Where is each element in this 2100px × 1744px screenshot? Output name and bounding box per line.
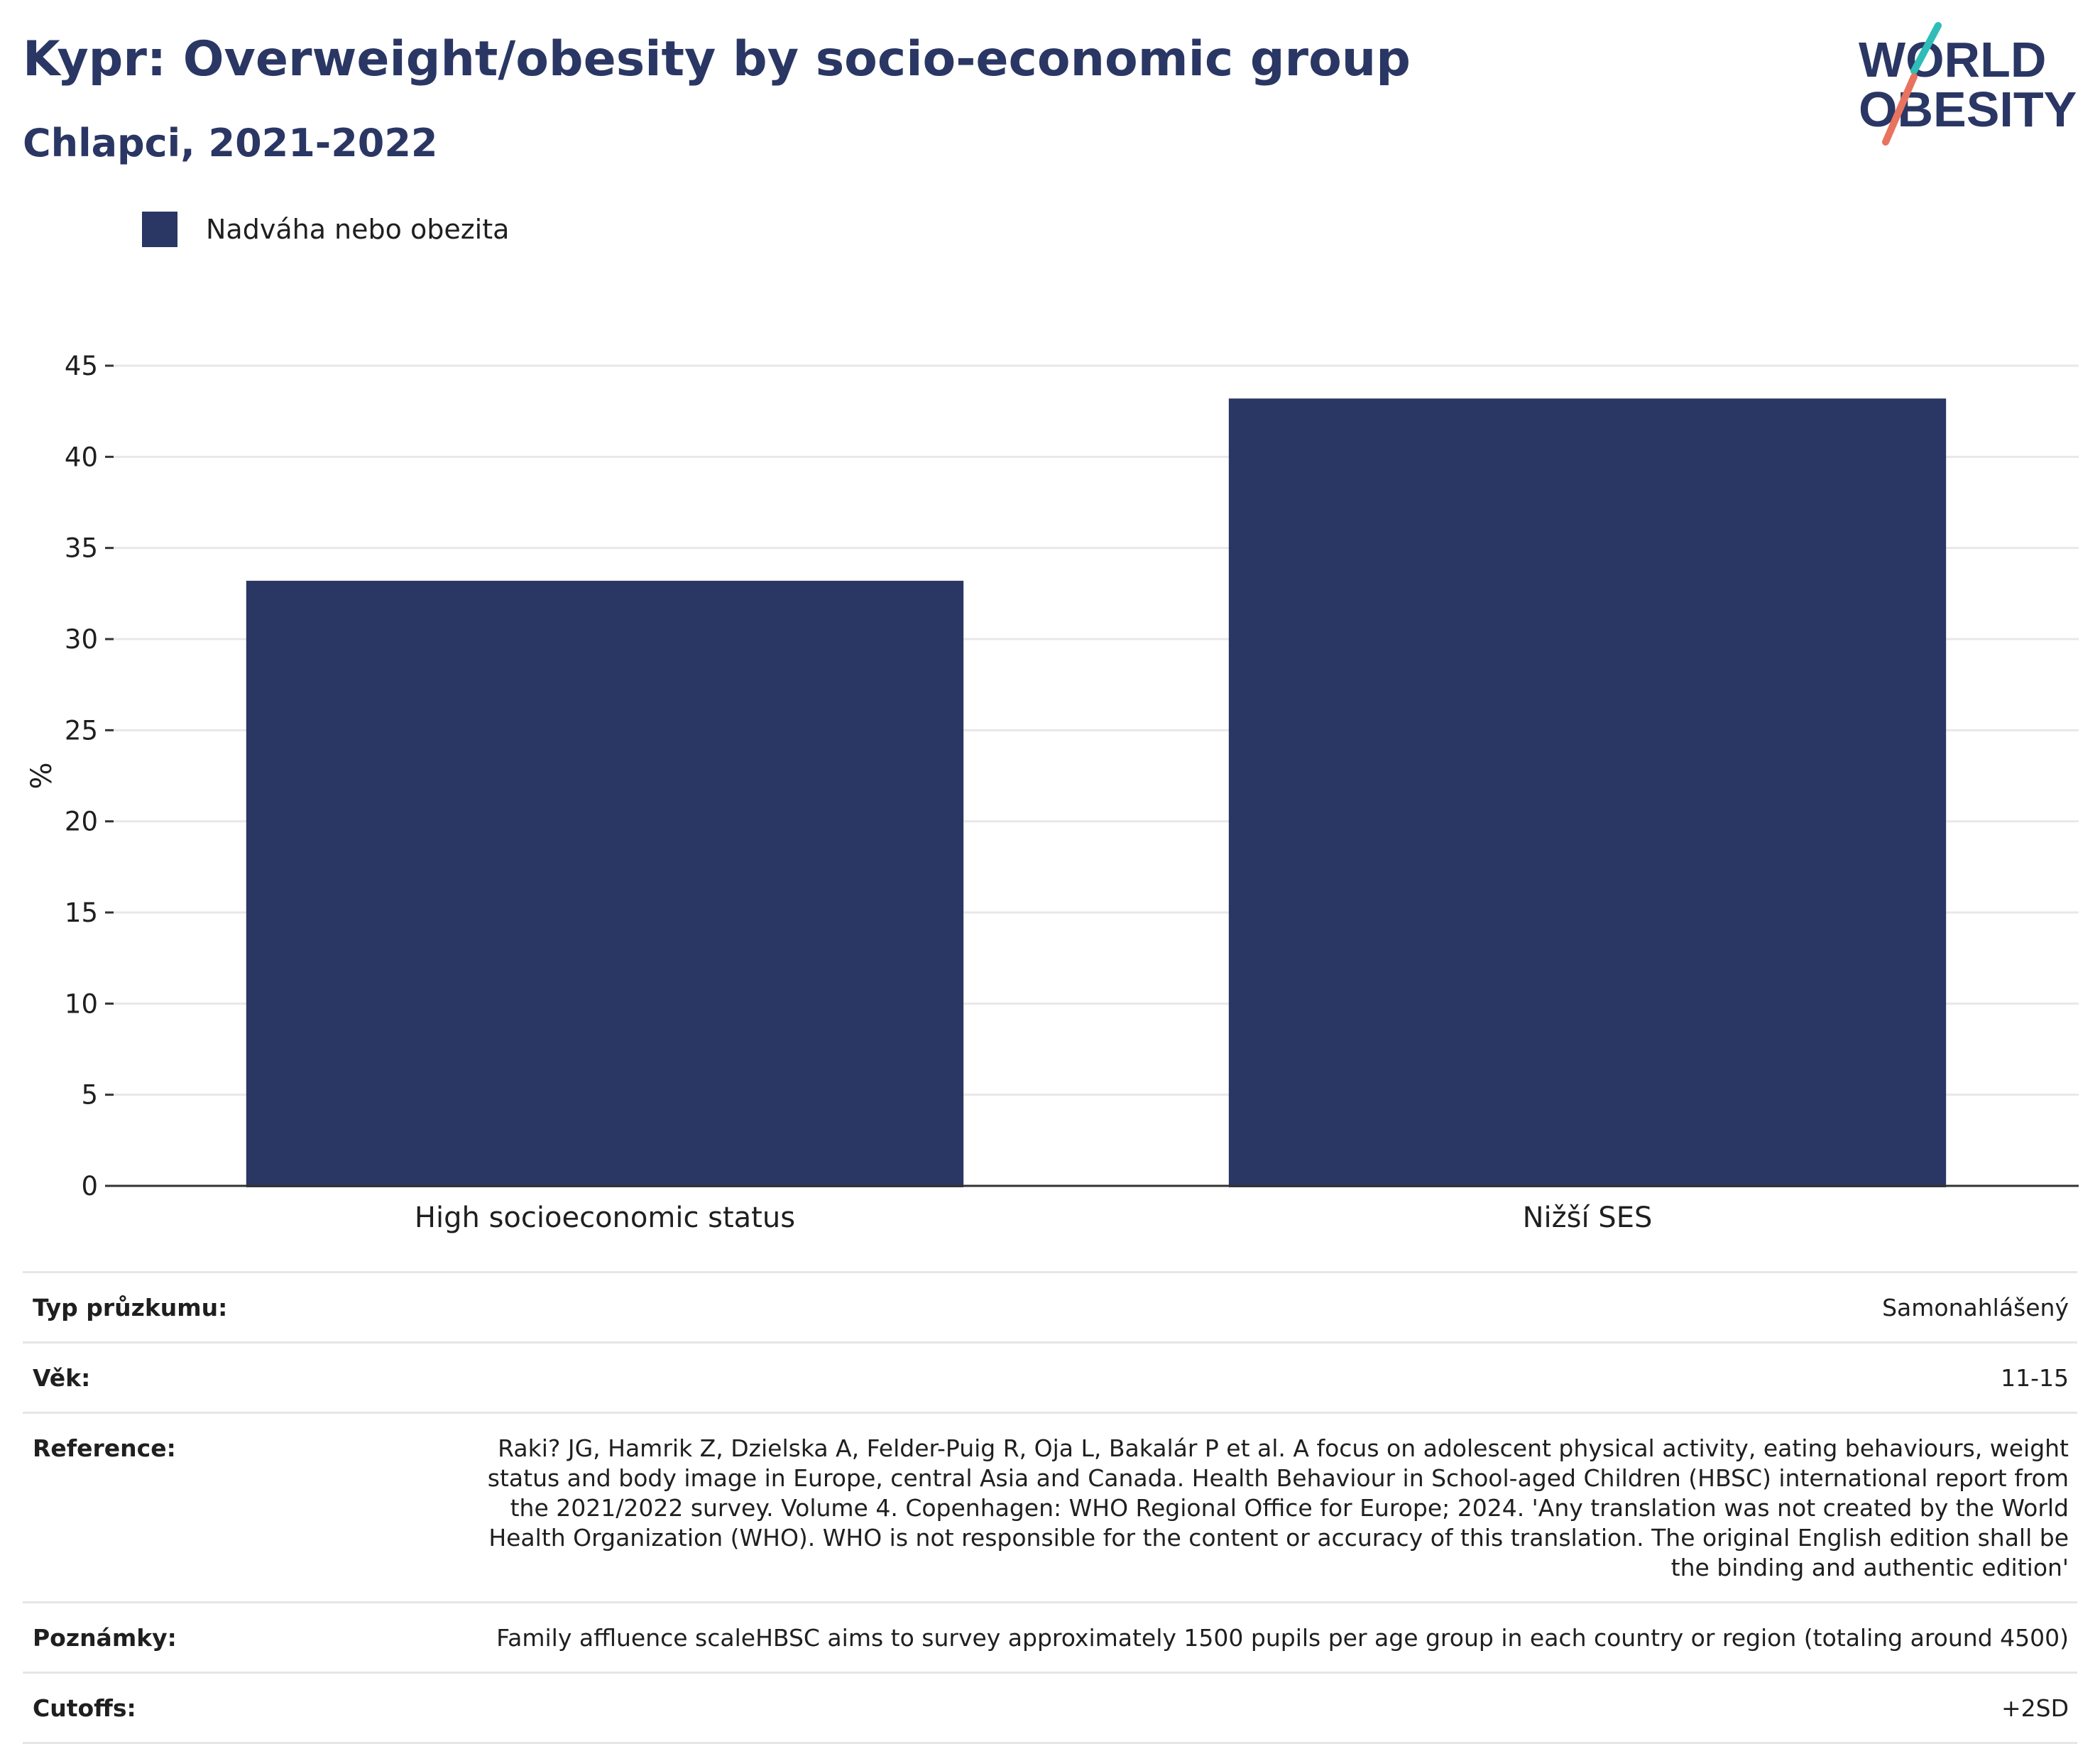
logo-word-world: WORLD <box>1859 32 2046 87</box>
logo-slash-coral <box>1882 73 1918 146</box>
y-tick-label: 5 <box>81 1080 98 1111</box>
y-tick-label: 30 <box>65 624 98 655</box>
y-tick-label: 15 <box>65 898 98 928</box>
x-tick-label: Nižší SES <box>1523 1201 1653 1234</box>
info-row: Reference: Raki? JG, Hamrik Z, Dzielska A… <box>23 1412 2077 1601</box>
y-tick-label: 20 <box>65 807 98 837</box>
y-tick-label: 25 <box>65 715 98 746</box>
info-key: Poznámky: <box>33 1624 177 1652</box>
y-tick-label: 45 <box>65 351 98 381</box>
bar-1 <box>246 580 964 1187</box>
legend-label: Nadváha nebo obezita <box>206 214 510 245</box>
info-row: Poznámky: Family affluence scaleHBSC aims… <box>23 1601 2077 1672</box>
info-key: Typ průzkumu: <box>33 1294 228 1321</box>
info-value: 11-15 <box>2001 1364 2069 1392</box>
x-tick-label: High socioeconomic status <box>415 1201 795 1234</box>
y-tick-label: 0 <box>81 1171 98 1201</box>
info-row: Věk: 11-15 <box>23 1341 2077 1412</box>
y-tick-label: 35 <box>65 533 98 564</box>
chart-title: Kypr: Overweight/obesity by socio-econom… <box>23 31 1411 87</box>
y-axis-label: % <box>26 762 58 789</box>
world-obesity-logo: WORLD OBESITY <box>1859 22 2077 146</box>
y-tick-label: 10 <box>65 988 98 1019</box>
chart-legend: Nadváha nebo obezita <box>142 212 509 247</box>
bar-chart: 0 5 10 15 20 25 30 35 40 45% High socioeconomic st… <box>26 351 2079 1234</box>
info-value: +2SD <box>2001 1694 2069 1722</box>
bar-2 <box>1228 398 1947 1188</box>
info-key: Reference: <box>33 1434 176 1462</box>
info-value: Samonahlášený <box>1882 1294 2069 1321</box>
logo-slash-teal <box>1910 22 1942 75</box>
info-row: Cutoffs: +2SD <box>23 1672 2077 1744</box>
info-value: Raki? JG, Hamrik Z, Dzielska A, Felder-P… <box>487 1434 2069 1581</box>
info-value: Family affluence scaleHBSC aims to surve… <box>496 1624 2069 1652</box>
info-table: Typ průzkumu: Samonahlášený Věk: 11-15 Refer… <box>23 1271 2077 1744</box>
info-key: Věk: <box>33 1364 91 1392</box>
info-row: Typ průzkumu: Samonahlášený <box>23 1271 2077 1341</box>
y-tick-label: 40 <box>65 442 98 472</box>
legend-swatch <box>142 212 177 247</box>
chart-subtitle: Chlapci, 2021-2022 <box>23 121 438 165</box>
info-key: Cutoffs: <box>33 1694 136 1722</box>
